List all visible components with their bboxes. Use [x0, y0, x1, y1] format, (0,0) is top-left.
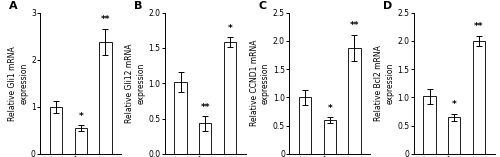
Text: *: * — [78, 112, 83, 121]
Text: *: * — [452, 100, 456, 109]
Bar — [50, 107, 62, 154]
Text: *: * — [328, 104, 332, 113]
Y-axis label: Relative CCND1 mRNA
expression: Relative CCND1 mRNA expression — [250, 40, 270, 126]
Bar — [199, 123, 211, 154]
Text: **: ** — [100, 15, 110, 24]
Text: D: D — [382, 1, 392, 11]
Text: A: A — [9, 1, 18, 11]
Bar — [473, 41, 485, 154]
Y-axis label: Relative Gli12 mRNA
expression: Relative Gli12 mRNA expression — [126, 43, 146, 123]
Text: **: ** — [350, 21, 359, 30]
Y-axis label: Relative Bcl2 mRNA
expression: Relative Bcl2 mRNA expression — [374, 45, 394, 121]
Text: C: C — [258, 1, 266, 11]
Bar — [324, 120, 336, 154]
Bar — [74, 128, 87, 154]
Text: *: * — [228, 24, 232, 33]
Bar — [424, 96, 436, 154]
Bar — [448, 117, 460, 154]
Bar — [174, 82, 186, 154]
Text: B: B — [134, 1, 142, 11]
Bar — [224, 42, 236, 154]
Y-axis label: Relative Gli1 mRNA
expression: Relative Gli1 mRNA expression — [8, 46, 28, 121]
Text: **: ** — [474, 22, 484, 32]
Bar — [99, 42, 112, 154]
Bar — [299, 97, 312, 154]
Bar — [348, 48, 360, 154]
Text: **: ** — [200, 103, 210, 112]
